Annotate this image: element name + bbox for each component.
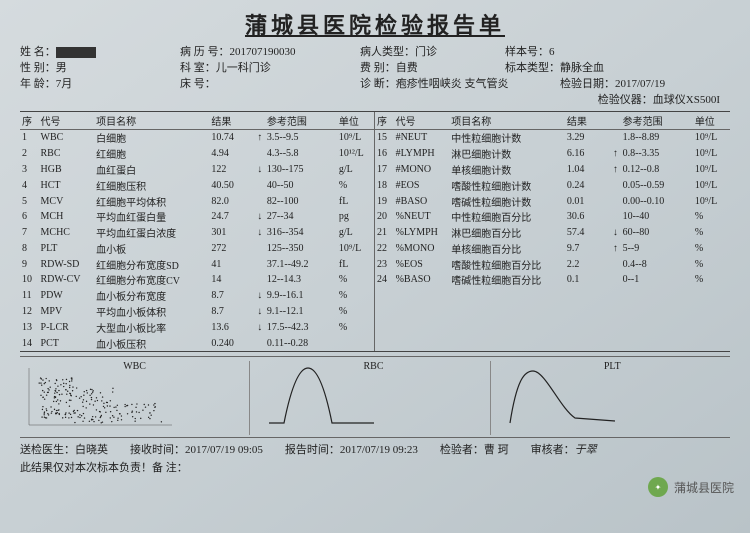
bed-label: 床 号：: [180, 78, 216, 90]
table-row: 2RBC红细胞4.944.3--5.810¹²/L: [20, 146, 374, 162]
rbc-chart-label: RBC: [364, 361, 384, 372]
table-row: 6MCH平均血红蛋白量24.7↓27--34pg: [20, 209, 374, 225]
table-row: 20%NEUT中性粒细胞百分比30.610--40%: [375, 209, 730, 225]
th-code: 代号: [39, 112, 95, 130]
record-label: 病 历 号：: [180, 46, 230, 58]
sampleno-value: 6: [549, 46, 555, 58]
dept-value: 儿一科门诊: [216, 62, 271, 74]
table-row: 4HCT红细胞压积40.5040--50%: [20, 177, 374, 193]
instr-value: 血球仪XS500I: [653, 94, 720, 106]
table-row: 21%LYMPH淋巴细胞百分比57.4↓60--80%: [375, 225, 730, 241]
name-label: 姓 名：: [20, 46, 56, 58]
th-seq: 序: [375, 112, 394, 130]
wbc-chart: WBC: [20, 361, 250, 435]
fee-label: 费 别：: [360, 62, 396, 74]
recv-value: 2017/07/19 09:05: [185, 444, 263, 456]
sex-label: 性 别：: [20, 62, 56, 74]
reviewer-label: 审核者：: [531, 444, 575, 456]
th-name: 项目名称: [449, 112, 565, 130]
stype-value: 静脉全血: [560, 62, 604, 74]
th-rng: 参考范围: [621, 112, 693, 130]
table-row: 8PLT血小板272125--35010⁹/L: [20, 240, 374, 256]
recv-label: 接收时间：: [130, 444, 185, 456]
diag-label: 诊 断：: [360, 78, 396, 90]
table-row: 3HGB血红蛋白122↓130--175g/L: [20, 162, 374, 178]
charts-row: WBC RBC PLT: [20, 356, 730, 435]
ptype-value: 门诊: [415, 46, 437, 58]
th-rng: 参考范围: [265, 112, 337, 130]
table-row: 17#MONO单核细胞计数1.04↑0.12--0.810⁹/L: [375, 162, 730, 178]
dept-label: 科 室：: [180, 62, 216, 74]
name-redacted: [56, 47, 96, 58]
th-unit: 单位: [337, 112, 374, 130]
table-row: 13P-LCR大型血小板比率13.6↓17.5--42.3%: [20, 319, 374, 335]
table-row: 12MPV平均血小板体积8.7↓9.1--12.1%: [20, 304, 374, 320]
watermark: ✦ 蒲城县医院: [648, 477, 734, 497]
table-row: 1WBC白细胞10.74↑3.5--9.510⁹/L: [20, 130, 374, 146]
table-row: 23%EOS嗜酸性粒细胞百分比2.20.4--8%: [375, 256, 730, 272]
tester-label: 检验者：: [440, 444, 484, 456]
instr-label: 检验仪器：: [598, 94, 653, 106]
table-row: 7MCHC平均血红蛋白浓度301↓316--354g/L: [20, 225, 374, 241]
th-unit: 单位: [693, 112, 730, 130]
th-res: 结果: [565, 112, 610, 130]
fee-value: 自费: [396, 62, 418, 74]
ptype-label: 病人类型：: [360, 46, 415, 58]
date-value: 2017/07/19: [615, 78, 665, 90]
plt-chart: PLT: [501, 361, 730, 435]
wechat-icon: ✦: [648, 477, 668, 497]
age-value: 7月: [56, 78, 73, 90]
table-row: 24%BASO嗜碱性粒细胞百分比0.10--1%: [375, 272, 730, 288]
th-code: 代号: [394, 112, 450, 130]
age-label: 年 龄：: [20, 78, 56, 90]
footer-block: 送检医生：白晓英 接收时间：2017/07/19 09:05 报告时间：2017…: [20, 437, 730, 475]
table-row: 19#BASO嗜碱性粒细胞计数0.010.00--0.1010⁹/L: [375, 193, 730, 209]
date-label: 检验日期：: [560, 78, 615, 90]
sex-value: 男: [56, 62, 67, 74]
doc-value: 白晓英: [75, 444, 108, 456]
table-row: 16#LYMPH淋巴细胞计数6.16↑0.8--3.3510⁹/L: [375, 146, 730, 162]
table-row: 9RDW-SD红细胞分布宽度SD4137.1--49.2fL: [20, 256, 374, 272]
reviewer-value: 于翠: [575, 444, 597, 456]
th-seq: 序: [20, 112, 39, 130]
th-name: 项目名称: [94, 112, 209, 130]
tester-value: 曹 珂: [484, 444, 509, 456]
rpt-value: 2017/07/19 09:23: [340, 444, 418, 456]
table-row: 10RDW-CV红细胞分布宽度CV1412--14.3%: [20, 272, 374, 288]
table-row: 18#EOS嗜酸性粒细胞计数0.240.05--0.5910⁹/L: [375, 177, 730, 193]
table-row: 22%MONO单核细胞百分比9.7↑5--9%: [375, 240, 730, 256]
table-row: 15#NEUT中性粒细胞计数3.291.8--8.8910⁹/L: [375, 130, 730, 146]
rpt-label: 报告时间：: [285, 444, 340, 456]
wbc-chart-label: WBC: [123, 361, 146, 372]
table-row: 14PCT血小板压积0.2400.11--0.28: [20, 335, 374, 351]
table-row: 5MCV红细胞平均体积82.082--100fL: [20, 193, 374, 209]
rbc-chart: RBC: [260, 361, 490, 435]
th-res: 结果: [209, 112, 254, 130]
sampleno-label: 样本号：: [505, 46, 549, 58]
results-table: 序 代号 项目名称 结果 参考范围 单位 1WBC白细胞10.74↑3.5--9…: [20, 111, 730, 352]
record-value: 201707190030: [230, 46, 296, 58]
watermark-text: 蒲城县医院: [674, 479, 734, 496]
header-block: 姓 名： 病 历 号：201707190030 病人类型：门诊 样本号：6 性 …: [20, 44, 730, 108]
footer-note: 此结果仅对本次标本负责！备 注：: [20, 459, 730, 475]
diag-value: 疱疹性咽峡炎 支气管炎: [396, 78, 509, 90]
doc-label: 送检医生：: [20, 444, 75, 456]
plt-chart-label: PLT: [604, 361, 621, 372]
table-row: 11PDW血小板分布宽度8.7↓9.9--16.1%: [20, 288, 374, 304]
report-title: 蒲城县医院检验报告单: [20, 8, 730, 40]
stype-label: 标本类型：: [505, 62, 560, 74]
